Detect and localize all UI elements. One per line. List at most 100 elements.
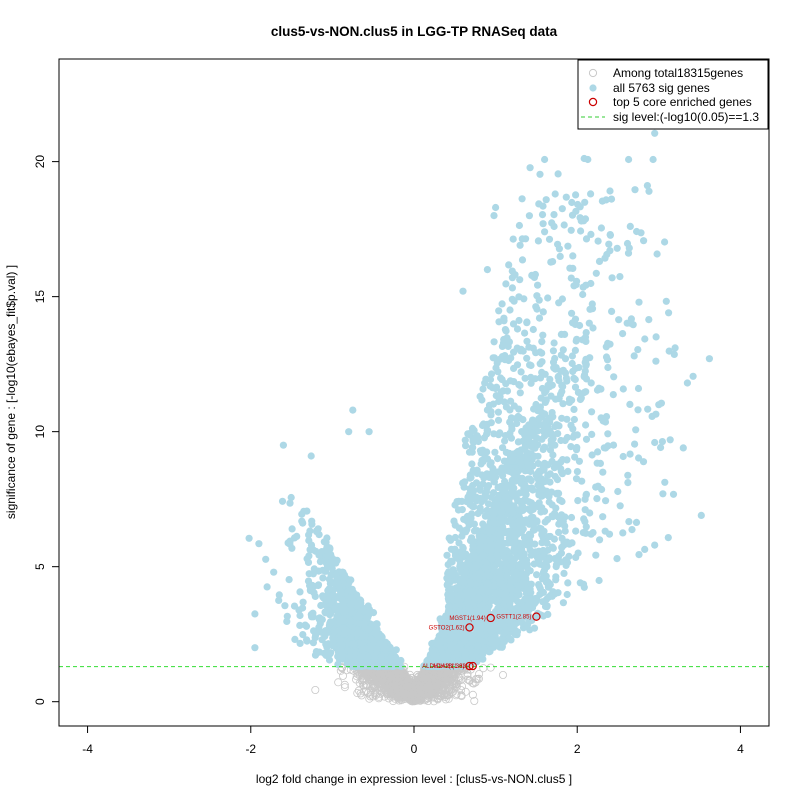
nonsig-gene-point	[479, 664, 488, 673]
sig-gene-point	[454, 506, 463, 514]
nonsig-gene-point	[463, 672, 472, 681]
nonsig-gene-point	[486, 663, 495, 672]
sig-gene-point	[568, 352, 577, 360]
nonsig-gene-point	[419, 685, 428, 694]
sig-gene-point	[616, 502, 624, 510]
nonsig-gene-point	[444, 686, 453, 695]
sig-gene-point	[518, 235, 526, 243]
nonsig-gene-point	[386, 692, 395, 701]
sig-gene-point	[293, 532, 301, 541]
sig-gene-point	[468, 534, 476, 542]
nonsig-gene-point	[372, 682, 381, 691]
nonsig-gene-point	[412, 688, 421, 697]
nonsig-gene-point	[426, 676, 435, 685]
sig-gene-point	[275, 591, 283, 599]
nonsig-gene-point	[389, 688, 398, 697]
nonsig-gene-point	[468, 690, 477, 699]
nonsig-gene-point	[426, 680, 435, 689]
sig-gene-point	[546, 478, 554, 486]
sig-gene-point	[301, 621, 309, 629]
sig-gene-point	[527, 361, 535, 370]
nonsig-gene-point	[361, 687, 370, 696]
sig-gene-point	[555, 528, 563, 537]
sig-gene-point	[609, 391, 617, 399]
sig-gene-point	[262, 555, 270, 563]
nonsig-gene-point	[410, 697, 419, 706]
nonsig-gene-point	[369, 692, 378, 701]
sig-gene-point	[569, 252, 577, 260]
nonsig-gene-point	[457, 682, 466, 691]
sig-gene-point	[542, 196, 550, 204]
sig-gene-point	[573, 468, 582, 476]
nonsig-gene-point	[365, 694, 374, 703]
sig-gene-point	[560, 569, 568, 578]
nonsig-gene-point	[389, 682, 398, 691]
nonsig-gene-point	[403, 683, 412, 692]
nonsig-gene-point	[395, 696, 404, 705]
sig-gene-point	[631, 186, 639, 194]
sig-gene-point	[296, 588, 304, 596]
sig-gene-point	[554, 170, 562, 178]
sig-gene-point	[573, 335, 581, 343]
sig-gene-point	[529, 325, 537, 334]
nonsig-gene-point	[358, 677, 367, 686]
nonsig-gene-point	[337, 664, 346, 673]
sig-gene-point	[530, 624, 539, 632]
sig-gene-point	[296, 621, 304, 630]
nonsig-gene-point	[311, 686, 320, 695]
sig-gene-point	[549, 347, 558, 355]
sig-gene-point	[544, 294, 552, 302]
nonsig-gene-point	[463, 675, 472, 684]
sig-gene-point	[624, 471, 632, 479]
sig-gene-point	[468, 460, 476, 468]
sig-gene-point	[602, 497, 610, 505]
sig-gene-point	[487, 419, 495, 427]
sig-gene-point	[291, 635, 299, 644]
sig-gene-point	[587, 379, 595, 387]
sig-gene-point	[521, 374, 529, 382]
nonsig-gene-point	[424, 697, 433, 706]
nonsig-gene-point	[387, 674, 396, 683]
sig-gene-point	[509, 235, 517, 243]
sig-gene-point	[641, 545, 649, 554]
sig-gene-point	[643, 182, 652, 190]
sig-gene-point	[572, 207, 580, 215]
nonsig-gene-point	[432, 670, 441, 679]
sig-gene-point	[595, 576, 603, 585]
nonsig-gene-point	[444, 694, 453, 703]
sig-gene-point	[536, 170, 544, 178]
nonsig-gene-point	[366, 682, 375, 691]
sig-gene-point	[494, 416, 503, 424]
nonsig-gene-point	[399, 682, 408, 691]
sig-gene-point	[630, 352, 638, 360]
sig-gene-point	[610, 373, 618, 381]
nonsig-gene-point	[379, 684, 388, 693]
sig-gene-point	[587, 230, 595, 238]
sig-gene-point	[523, 354, 531, 362]
sig-gene-point	[632, 518, 641, 527]
nonsig-gene-point	[416, 696, 425, 705]
sig-gene-point	[285, 576, 293, 584]
nonsig-gene-point	[457, 691, 466, 700]
nonsig-gene-point	[401, 685, 410, 694]
nonsig-gene-point	[434, 682, 443, 691]
nonsig-gene-point	[450, 671, 459, 680]
nonsig-gene-point	[498, 671, 507, 680]
sig-gene-point	[641, 335, 649, 343]
sig-gene-point	[518, 256, 527, 264]
nonsig-gene-point	[405, 691, 414, 700]
sig-gene-point	[319, 574, 327, 582]
sig-gene-point	[520, 295, 528, 303]
sig-gene-point	[299, 519, 307, 527]
nonsig-gene-point	[417, 690, 426, 699]
sig-gene-point	[516, 276, 524, 284]
sig-gene-point	[552, 576, 560, 584]
nonsig-gene-point	[391, 694, 400, 703]
sig-gene-point	[275, 596, 283, 605]
nonsig-gene-point	[406, 676, 415, 685]
sig-gene-point	[593, 495, 601, 503]
sig-gene-point	[572, 527, 580, 535]
nonsig-gene-point	[452, 691, 461, 700]
nonsig-gene-point	[393, 683, 402, 692]
